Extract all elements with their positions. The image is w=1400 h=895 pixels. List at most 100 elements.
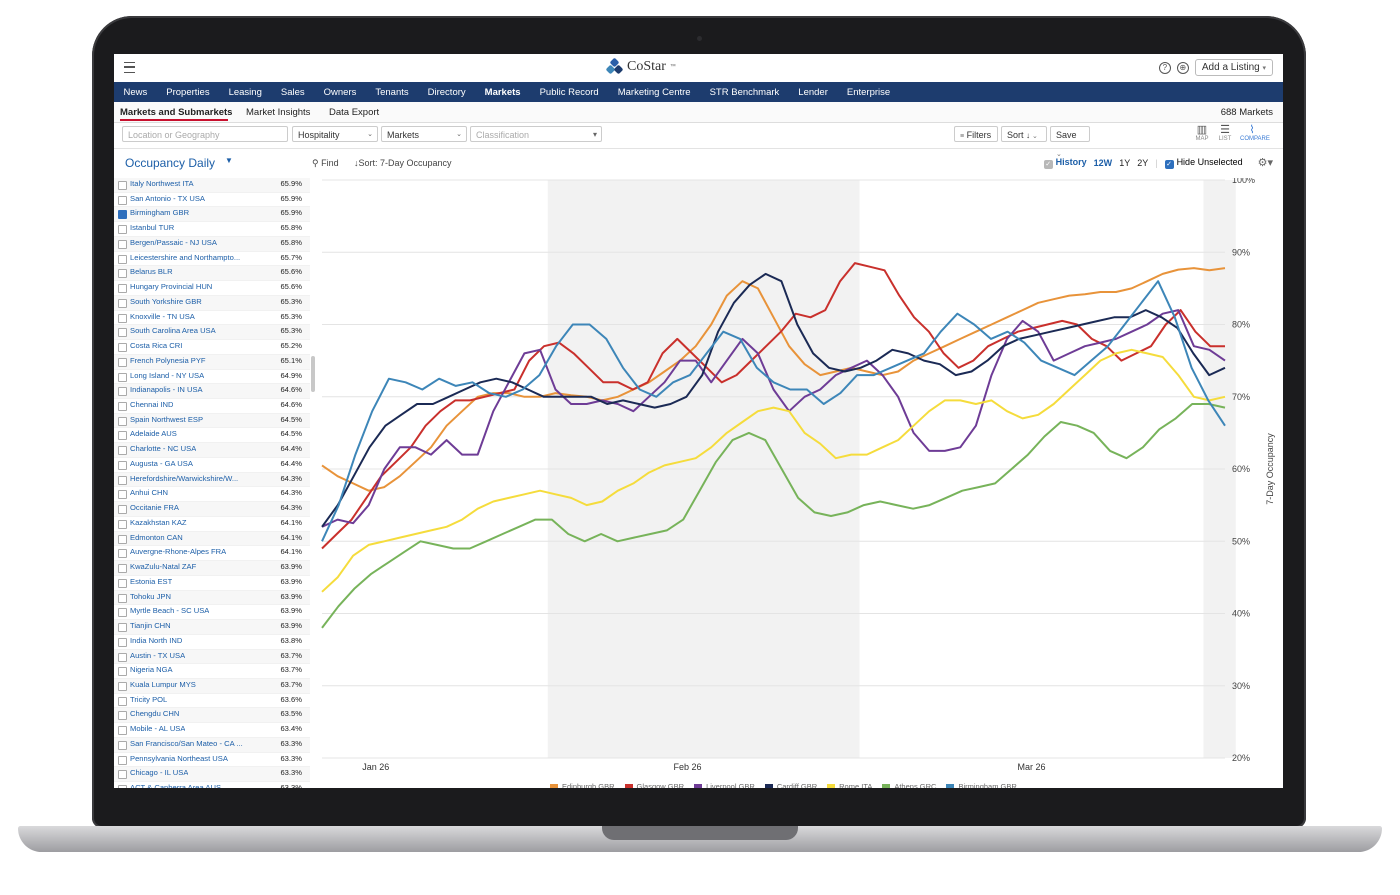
- sort-button[interactable]: Sort ↓ ⌄: [1001, 126, 1047, 142]
- market-name-link[interactable]: ACT & Canberra Area AUS: [130, 783, 222, 788]
- market-name-link[interactable]: South Yorkshire GBR: [130, 296, 202, 306]
- market-name-link[interactable]: Anhui CHN: [130, 488, 168, 498]
- list-item[interactable]: Kuala Lumpur MYS 63.7%: [114, 678, 310, 694]
- list-item[interactable]: Italy Northwest ITA 65.9%: [114, 178, 310, 193]
- list-item[interactable]: Chennai IND 64.6%: [114, 399, 310, 414]
- checkbox[interactable]: [118, 549, 127, 559]
- subnav-market-insights[interactable]: Market Insights: [246, 107, 311, 118]
- checkbox[interactable]: [118, 755, 127, 765]
- gear-icon[interactable]: ⚙▾: [1257, 157, 1273, 169]
- checkbox[interactable]: [118, 490, 127, 500]
- location-input[interactable]: Location or Geography: [122, 126, 288, 142]
- checkbox[interactable]: [118, 195, 127, 205]
- checkbox[interactable]: [118, 564, 127, 574]
- list-item[interactable]: San Antonio - TX USA 65.9%: [114, 193, 310, 208]
- list-item[interactable]: Kazakhstan KAZ 64.1%: [114, 517, 310, 532]
- list-item[interactable]: South Yorkshire GBR 65.3%: [114, 295, 310, 311]
- market-name-link[interactable]: Chennai IND: [130, 400, 174, 410]
- market-name-link[interactable]: Long Island - NY USA: [130, 370, 205, 380]
- market-name-link[interactable]: Kuala Lumpur MYS: [130, 679, 196, 689]
- list-item[interactable]: French Polynesia PYF 65.1%: [114, 354, 310, 370]
- market-name-link[interactable]: Tianjin CHN: [130, 621, 171, 631]
- market-name-link[interactable]: Edmonton CAN: [130, 532, 183, 542]
- list-item[interactable]: Spain Northwest ESP 64.5%: [114, 413, 310, 429]
- list-item[interactable]: Birmingham GBR 65.9%: [114, 207, 310, 223]
- nav-item-markets[interactable]: Markets: [484, 86, 521, 98]
- list-item[interactable]: Costa Rica CRI 65.2%: [114, 340, 310, 355]
- checkbox[interactable]: [118, 416, 127, 426]
- market-name-link[interactable]: San Francisco/San Mateo - CA ...: [130, 738, 243, 748]
- checkbox[interactable]: [118, 402, 127, 412]
- market-name-link[interactable]: Occitanie FRA: [130, 503, 179, 513]
- market-name-link[interactable]: Istanbul TUR: [130, 223, 175, 233]
- sort-by-control[interactable]: ↓Sort: 7-Day Occupancy: [354, 158, 452, 168]
- list-item[interactable]: India North IND 63.8%: [114, 635, 310, 650]
- list-item[interactable]: Leicestershire and Northampto... 65.7%: [114, 252, 310, 267]
- list-item[interactable]: Tianjin CHN 63.9%: [114, 620, 310, 635]
- market-name-link[interactable]: French Polynesia PYF: [130, 355, 206, 365]
- checkbox[interactable]: [118, 770, 127, 780]
- list-item[interactable]: Nigeria NGA 63.7%: [114, 664, 310, 679]
- nav-item-public-record[interactable]: Public Record: [539, 86, 599, 98]
- legend-item[interactable]: Athens GRC: [882, 782, 936, 788]
- list-item[interactable]: Mobile - AL USA 63.4%: [114, 723, 310, 738]
- nav-item-sales[interactable]: Sales: [280, 86, 305, 98]
- checkbox[interactable]: [118, 726, 127, 736]
- checkbox[interactable]: [118, 593, 127, 603]
- list-item[interactable]: Chicago - IL USA 63.3%: [114, 767, 310, 783]
- classification-select[interactable]: Classification ▾: [470, 126, 602, 142]
- subnav-markets-and-submarkets[interactable]: Markets and Submarkets: [120, 107, 233, 118]
- market-name-link[interactable]: Kazakhstan KAZ: [130, 517, 187, 527]
- nav-item-directory[interactable]: Directory: [427, 86, 466, 98]
- hamburger-menu-icon[interactable]: [124, 62, 135, 73]
- legend-item[interactable]: Cardiff GBR: [764, 782, 817, 788]
- list-item[interactable]: Hungary Provincial HUN 65.6%: [114, 281, 310, 296]
- nav-item-leasing[interactable]: Leasing: [228, 86, 262, 98]
- list-item[interactable]: Long Island - NY USA 64.9%: [114, 370, 310, 385]
- save-button[interactable]: Save ⌄: [1050, 126, 1090, 158]
- checkbox[interactable]: [118, 372, 127, 382]
- list-item[interactable]: Myrtle Beach - SC USA 63.9%: [114, 605, 310, 621]
- list-item[interactable]: Charlotte - NC USA 64.4%: [114, 443, 310, 458]
- nav-item-lender[interactable]: Lender: [798, 86, 828, 98]
- filters-button[interactable]: ≡ Filters: [954, 126, 998, 142]
- list-item[interactable]: Herefordshire/Warwickshire/W... 64.3%: [114, 472, 310, 488]
- map-view-button[interactable]: ▥ MAP: [1190, 125, 1214, 143]
- checkbox[interactable]: [118, 505, 127, 515]
- nav-item-news[interactable]: News: [123, 86, 148, 98]
- nav-item-properties[interactable]: Properties: [166, 86, 210, 98]
- list-item[interactable]: Estonia EST 63.9%: [114, 576, 310, 591]
- market-name-link[interactable]: Tohoku JPN: [130, 591, 171, 601]
- checkbox[interactable]: [118, 446, 127, 456]
- checkbox[interactable]: [118, 578, 127, 588]
- market-name-link[interactable]: Birmingham GBR: [130, 208, 190, 218]
- market-name-link[interactable]: Spain Northwest ESP: [130, 414, 204, 424]
- legend-item[interactable]: Liverpool GBR: [694, 782, 755, 788]
- list-scrollbar[interactable]: [311, 356, 315, 392]
- market-name-link[interactable]: Pennsylvania Northeast USA: [130, 753, 228, 763]
- list-item[interactable]: Occitanie FRA 64.3%: [114, 502, 310, 517]
- nav-item-enterprise[interactable]: Enterprise: [846, 86, 891, 98]
- market-name-link[interactable]: Chicago - IL USA: [130, 768, 189, 778]
- checkbox[interactable]: [118, 667, 127, 677]
- list-item[interactable]: Auvergne-Rhone-Alpes FRA 64.1%: [114, 546, 310, 562]
- market-name-link[interactable]: Mobile - AL USA: [130, 724, 186, 734]
- list-item[interactable]: Bergen/Passaic - NJ USA 65.8%: [114, 236, 310, 252]
- checkbox[interactable]: [118, 313, 127, 323]
- list-item[interactable]: Augusta - GA USA 64.4%: [114, 458, 310, 473]
- list-item[interactable]: Austin - TX USA 63.7%: [114, 649, 310, 665]
- checkbox[interactable]: [118, 519, 127, 529]
- list-item[interactable]: KwaZulu-Natal ZAF 63.9%: [114, 561, 310, 576]
- subnav-data-export[interactable]: Data Export: [329, 107, 380, 118]
- metric-select[interactable]: Occupancy Daily: [125, 156, 216, 170]
- legend-item[interactable]: Rome ITA: [827, 782, 872, 788]
- checkbox[interactable]: [118, 696, 127, 706]
- market-name-link[interactable]: Chengdu CHN: [130, 709, 180, 719]
- list-item[interactable]: Indianapolis - IN USA 64.6%: [114, 384, 310, 400]
- list-item[interactable]: Belarus BLR 65.6%: [114, 266, 310, 282]
- checkbox[interactable]: [118, 740, 127, 750]
- market-name-link[interactable]: Nigeria NGA: [130, 665, 173, 675]
- market-name-link[interactable]: Costa Rica CRI: [130, 341, 183, 351]
- checkbox[interactable]: [118, 284, 127, 294]
- legend-item[interactable]: Birmingham GBR: [946, 782, 1017, 788]
